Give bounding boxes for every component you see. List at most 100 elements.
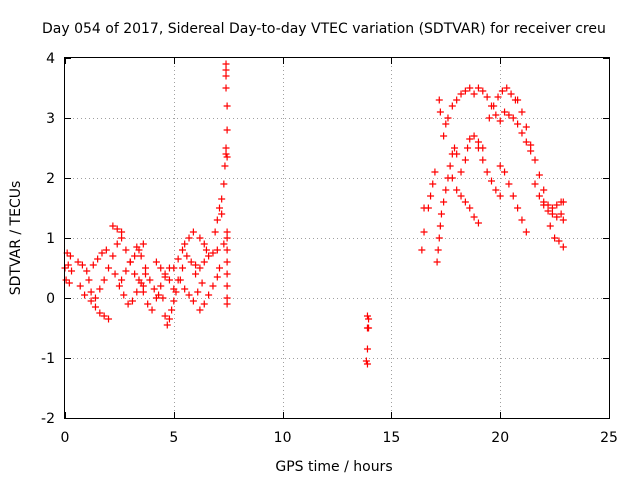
data-point	[503, 84, 511, 92]
data-point	[85, 276, 93, 284]
data-point	[453, 96, 461, 104]
data-point	[176, 276, 184, 284]
data-point	[196, 264, 204, 272]
x-tick-label: 10	[274, 430, 292, 446]
data-point	[437, 210, 445, 218]
data-point	[223, 153, 231, 161]
data-point	[211, 228, 219, 236]
data-point	[436, 108, 444, 116]
data-point	[492, 186, 500, 194]
data-point	[535, 192, 543, 200]
data-point	[485, 114, 493, 122]
data-point	[142, 264, 150, 272]
data-point	[202, 246, 210, 254]
data-point	[540, 198, 548, 206]
data-point	[157, 282, 165, 290]
y-tick-label: 2	[46, 171, 55, 187]
data-point	[215, 264, 223, 272]
data-point	[479, 87, 487, 95]
data-point	[548, 204, 556, 212]
data-point	[179, 246, 187, 254]
data-point	[220, 180, 228, 188]
x-tick-label: 25	[600, 430, 618, 446]
x-tick-label: 5	[169, 430, 178, 446]
data-point	[223, 228, 231, 236]
data-point	[531, 180, 539, 188]
data-point	[479, 156, 487, 164]
data-point	[157, 264, 165, 272]
data-point	[431, 168, 439, 176]
data-point	[223, 258, 231, 266]
data-point	[161, 312, 169, 320]
data-point	[496, 192, 504, 200]
data-point	[492, 111, 500, 119]
data-point	[165, 315, 173, 323]
data-point	[559, 198, 567, 206]
data-point	[363, 360, 371, 368]
data-point	[66, 252, 74, 260]
data-point	[470, 132, 478, 140]
data-point	[474, 219, 482, 227]
data-point	[433, 258, 441, 266]
data-point	[221, 162, 229, 170]
y-axis-label: SDTVAR / TECUs	[8, 181, 24, 296]
data-point	[213, 216, 221, 224]
data-point	[120, 291, 128, 299]
data-point	[192, 270, 200, 278]
x-tick-label: 20	[491, 430, 509, 446]
data-point	[420, 228, 428, 236]
data-point	[540, 186, 548, 194]
data-point	[429, 180, 437, 188]
data-point	[494, 93, 502, 101]
data-point	[222, 144, 230, 152]
data-point	[137, 279, 145, 287]
data-point	[487, 177, 495, 185]
data-point	[435, 96, 443, 104]
data-point	[223, 282, 231, 290]
data-point	[96, 309, 104, 317]
data-point	[163, 321, 171, 329]
data-point	[115, 282, 123, 290]
data-point	[223, 300, 231, 308]
data-point	[518, 108, 526, 116]
data-points	[61, 60, 567, 368]
data-point	[187, 258, 195, 266]
data-point	[165, 276, 173, 284]
data-point	[223, 102, 231, 110]
data-point	[200, 300, 208, 308]
data-point	[457, 192, 465, 200]
data-point	[205, 252, 213, 260]
data-point	[78, 261, 86, 269]
data-point	[89, 261, 97, 269]
data-point	[457, 168, 465, 176]
data-point	[126, 258, 134, 266]
data-point	[87, 297, 95, 305]
data-point	[139, 288, 147, 296]
data-point	[527, 147, 535, 155]
data-point	[509, 192, 517, 200]
data-point	[442, 186, 450, 194]
data-point	[501, 108, 509, 116]
data-point	[144, 300, 152, 308]
data-point	[514, 120, 522, 128]
data-point	[98, 249, 106, 257]
data-point	[150, 285, 158, 293]
data-point	[514, 204, 522, 212]
data-point	[170, 297, 178, 305]
data-point	[109, 222, 117, 230]
data-point	[215, 204, 223, 212]
data-point	[434, 246, 442, 254]
data-point	[109, 252, 117, 260]
data-point	[220, 240, 228, 248]
data-point	[461, 156, 469, 164]
data-point	[96, 285, 104, 293]
data-point	[131, 252, 139, 260]
data-point	[363, 312, 371, 320]
data-point	[183, 252, 191, 260]
data-point	[122, 267, 130, 275]
data-point	[362, 357, 370, 365]
data-point	[62, 276, 70, 284]
data-point	[522, 228, 530, 236]
x-axis-label: GPS time / hours	[275, 459, 392, 475]
data-point	[507, 90, 515, 98]
